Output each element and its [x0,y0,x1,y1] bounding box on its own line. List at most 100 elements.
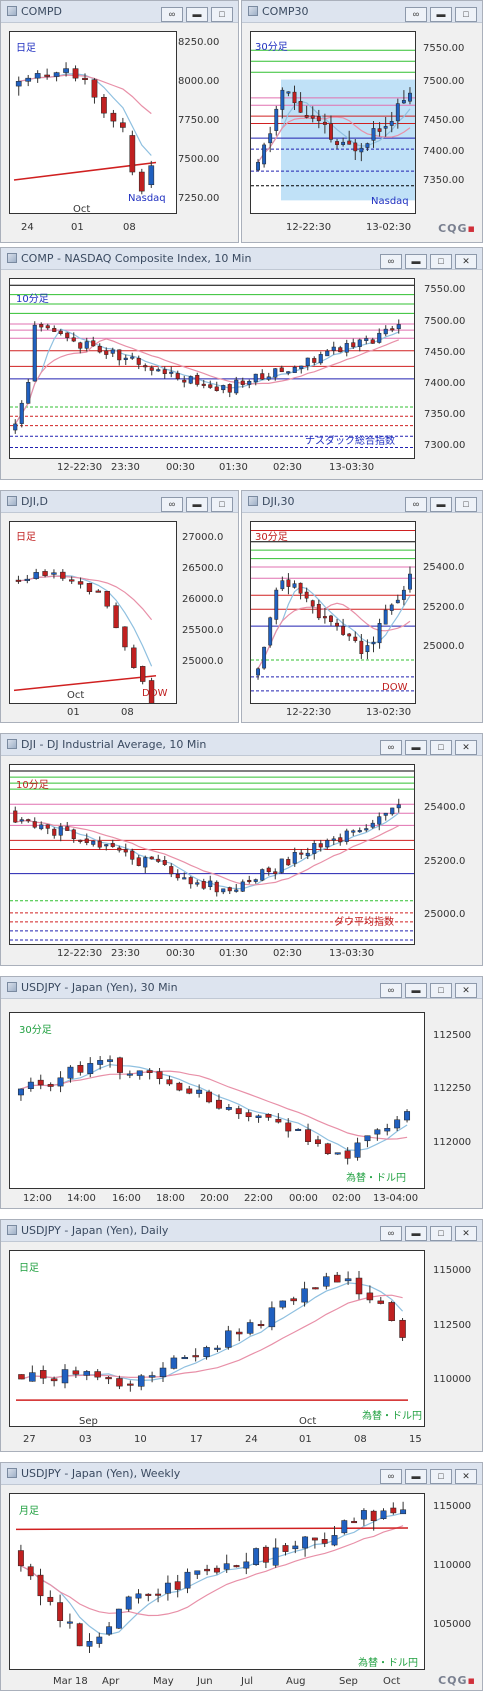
moving-average-line [14,328,400,425]
y-tick: 25000.0 [182,656,224,667]
title-bar[interactable]: COMPD ∞ ▬ □ [1,1,238,23]
candle-body [235,1108,242,1115]
maximize-button[interactable]: □ [455,7,477,22]
minimize-button[interactable]: ▬ [430,7,452,22]
minimize-button[interactable]: ▬ [186,497,208,512]
link-icon[interactable]: ∞ [405,497,427,512]
window-compd[interactable]: COMPD ∞ ▬ □ 日足 Nasdaq 8250.00 8000.00 7750… [0,0,239,243]
price-chart[interactable]: 日足 Nasdaq [9,31,177,214]
candle-body [67,1066,74,1079]
candle-body [196,1089,203,1094]
minimize-button[interactable]: ▬ [405,254,427,269]
close-button[interactable]: ✕ [455,254,477,269]
maximize-button[interactable]: □ [211,7,233,22]
price-chart[interactable]: 10分足 ナスダック総合指数 [9,278,415,459]
price-chart[interactable]: 月足 為替・ドル円 [9,1493,425,1670]
link-icon[interactable]: ∞ [380,254,402,269]
minimize-button[interactable]: ▬ [405,1469,427,1484]
candle-body [365,645,370,653]
moving-average-line [20,1070,408,1140]
title-bar[interactable]: DJI,D ∞ ▬ □ [1,491,238,513]
candle-body [273,871,278,874]
maximize-button[interactable]: □ [211,497,233,512]
minimize-button[interactable]: ▬ [405,983,427,998]
candle-body [51,572,57,575]
candle-body [234,379,239,394]
close-button[interactable]: ✕ [455,1469,477,1484]
window-usdjpy-weekly[interactable]: USDJPY - Japan (Yen), Weekly ∞ ▬ □ ✕ 月足 為替・… [0,1462,483,1691]
y-tick: 110000 [433,1374,472,1385]
maximize-button[interactable]: □ [430,1226,452,1241]
link-icon[interactable]: ∞ [380,983,402,998]
candle-body [322,121,327,125]
link-icon[interactable]: ∞ [161,7,183,22]
link-icon[interactable]: ∞ [380,740,402,755]
candle-body [243,1561,250,1569]
title-bar[interactable]: USDJPY - Japan (Yen), Weekly ∞ ▬ □ ✕ [1,1463,482,1485]
maximize-button[interactable]: □ [430,740,452,755]
price-chart[interactable]: 30分足 DOW [250,521,416,704]
candle-body [17,1088,24,1096]
candle-body [273,368,278,378]
price-chart[interactable]: 30分足 Nasdaq [250,31,416,214]
symbol-label: DOW [382,682,408,693]
title-bar[interactable]: COMP30 ∞ ▬ □ [242,1,482,23]
window-icon [7,1468,17,1478]
candle-body [156,1071,163,1079]
close-button[interactable]: ✕ [455,740,477,755]
candle-body [65,332,70,338]
candle-body [260,373,265,380]
y-tick: 8250.00 [178,37,220,48]
title-bar[interactable]: COMP - NASDAQ Composite Index, 10 Min ∞ ▬… [1,248,482,270]
price-chart[interactable]: 30分足 為替・ドル円 [9,1012,425,1189]
window-usdjpy-30min[interactable]: USDJPY - Japan (Yen), 30 Min ∞ ▬ □ ✕ 30分足 為… [0,976,483,1209]
candle-body [186,1088,193,1094]
maximize-button[interactable]: □ [430,983,452,998]
candle-body [83,1371,91,1376]
candle-body [208,880,213,887]
candle-body [47,1596,54,1602]
y-tick: 110000 [433,1560,472,1571]
title-bar[interactable]: USDJPY - Japan (Yen), Daily ∞ ▬ □ ✕ [1,1220,482,1242]
link-icon[interactable]: ∞ [380,1469,402,1484]
window-usdjpy-daily[interactable]: USDJPY - Japan (Yen), Daily ∞ ▬ □ ✕ 日足 為替・ド… [0,1219,483,1452]
minimize-button[interactable]: ▬ [405,1226,427,1241]
link-icon[interactable]: ∞ [405,7,427,22]
maximize-button[interactable]: □ [430,1469,452,1484]
title-bar[interactable]: USDJPY - Japan (Yen), 30 Min ∞ ▬ □ ✕ [1,977,482,999]
candle-body [42,571,48,576]
candle-body [286,579,291,587]
candle-body [282,1545,289,1552]
close-button[interactable]: ✕ [455,983,477,998]
minimize-button[interactable]: ▬ [430,497,452,512]
candle-body [126,1073,133,1076]
title-bar[interactable]: DJI - DJ Industrial Average, 10 Min ∞ ▬ □ ✕ [1,734,482,756]
minimize-button[interactable]: ▬ [186,7,208,22]
minimize-button[interactable]: ▬ [405,740,427,755]
candle-body [27,1081,34,1089]
window-dji-10min[interactable]: DJI - DJ Industrial Average, 10 Min ∞ ▬ □ ✕… [0,733,483,966]
window-comp-10min[interactable]: COMP - NASDAQ Composite Index, 10 Min ∞ ▬… [0,247,483,480]
candle-body [78,839,83,842]
window-dji-30min[interactable]: DJI,30 ∞ ▬ □ 30分足 DOW 25400.0 25200.0 2500… [241,490,483,723]
maximize-button[interactable]: □ [430,254,452,269]
link-icon[interactable]: ∞ [380,1226,402,1241]
link-icon[interactable]: ∞ [161,497,183,512]
price-chart[interactable]: 日足 為替・ドル円 [9,1250,425,1427]
price-chart[interactable]: 10分足 ダウ平均指数 [9,764,415,945]
x-tick: 00:00 [289,1193,318,1204]
price-chart[interactable]: 日足 DOW [9,521,177,704]
maximize-button[interactable]: □ [455,497,477,512]
window-dji-daily[interactable]: DJI,D ∞ ▬ □ 日足 DOW 27000.0 26500.0 26000.0… [0,490,239,723]
candle-body [344,830,349,842]
candle-body [195,374,200,385]
title-bar[interactable]: DJI,30 ∞ ▬ □ [242,491,482,513]
moving-average-line [14,338,400,425]
candle-body [401,589,406,600]
window-comp30[interactable]: COMP30 ∞ ▬ □ 30分足 Nasdaq 7550.00 7500.00 7… [241,0,483,243]
candle-body [37,1574,44,1597]
candle-body [58,330,63,334]
candle-body [175,373,180,379]
close-button[interactable]: ✕ [455,1226,477,1241]
x-tick: 00:30 [166,948,195,959]
